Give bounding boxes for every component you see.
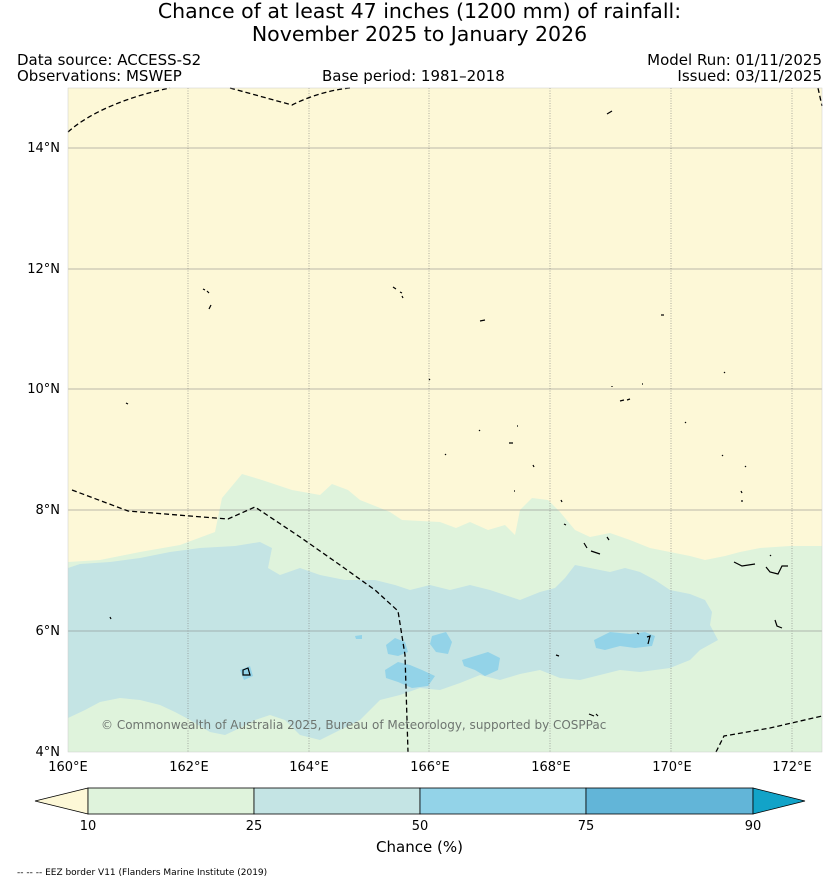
lon-label: 164°E (289, 760, 329, 775)
title-line-1: Chance of at least 47 inches (1200 mm) o… (157, 0, 682, 23)
colorbar-bin-10-25 (87, 787, 255, 815)
base-period: Base period: 1981–2018 (322, 67, 505, 85)
lon-label: 166°E (410, 760, 450, 775)
colorbar-tick-label: 90 (745, 819, 762, 834)
issued-date: Issued: 03/11/2025 (677, 67, 822, 85)
colorbar-bin-50-75 (419, 787, 587, 815)
colorbar-tick-label: 75 (578, 819, 595, 834)
colorbar-bin-25-50 (253, 787, 421, 815)
eez-borders (67, 87, 823, 753)
gridlines (68, 88, 822, 752)
lon-label: 172°E (772, 760, 812, 775)
lon-label: 162°E (169, 760, 209, 775)
colorbar-tick-label: 10 (80, 819, 97, 834)
eez-footnote: -- -- -- EEZ border V11 (Flanders Marine… (17, 868, 268, 878)
longitude-labels: 160°E 162°E 164°E 166°E 168°E 170°E 172°… (48, 760, 812, 775)
lat-label: 14°N (27, 141, 60, 156)
lon-label: 168°E (531, 760, 571, 775)
colorbar (34, 787, 806, 815)
data-source: Data source: ACCESS-S2 (17, 51, 202, 69)
colorbar-under-arrow (34, 787, 89, 815)
lon-label: 160°E (48, 760, 88, 775)
lat-label: 4°N (36, 745, 61, 760)
colorbar-over-arrow (752, 787, 806, 815)
chart-title: Chance of at least 47 inches (1200 mm) o… (0, 0, 839, 46)
rain-chance-50-75-patches (240, 632, 655, 688)
latitude-labels: 14°N 12°N 10°N 8°N 6°N 4°N (27, 141, 60, 760)
lon-label: 170°E (652, 760, 692, 775)
lat-label: 8°N (36, 503, 61, 518)
colorbar-tick-label: 50 (412, 819, 429, 834)
map-frame (67, 87, 823, 753)
title-line-2: November 2025 to January 2026 (251, 22, 588, 46)
colorbar-ticks: 10 25 50 75 90 (80, 819, 762, 834)
colorbar-tick-label: 25 (246, 819, 263, 834)
islands (109, 110, 788, 717)
lat-label: 6°N (36, 624, 61, 639)
observations: Observations: MSWEP (17, 67, 182, 85)
model-run: Model Run: 01/11/2025 (647, 51, 822, 69)
lat-label: 12°N (27, 262, 60, 277)
colorbar-label: Chance (%) (376, 838, 463, 856)
lat-label: 10°N (27, 382, 60, 397)
copyright-attribution: © Commonwealth of Australia 2025, Bureau… (101, 718, 607, 732)
colorbar-bin-75-90 (585, 787, 754, 815)
